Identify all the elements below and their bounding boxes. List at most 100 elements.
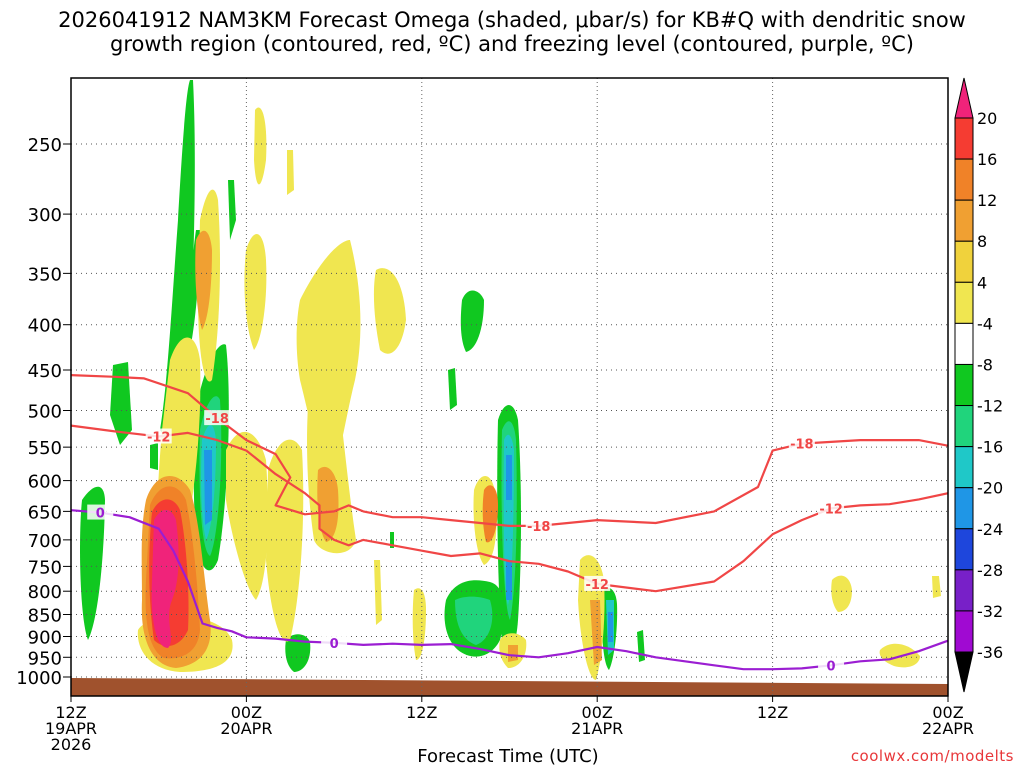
omega-region bbox=[448, 368, 457, 410]
colorbar-label: -20 bbox=[977, 479, 1003, 498]
colorbar-band bbox=[954, 363, 974, 407]
contour-label: -12 bbox=[147, 431, 171, 446]
y-tick-label: 400 bbox=[28, 316, 62, 337]
contour-label-bg bbox=[788, 435, 815, 451]
omega-region bbox=[266, 439, 304, 642]
y-tick-label: 450 bbox=[28, 361, 62, 382]
credit-link[interactable]: coolwx.com/modelts bbox=[850, 747, 1014, 765]
omega-region bbox=[195, 230, 212, 330]
colorbar-label: 16 bbox=[977, 150, 997, 169]
chart-title-line-1: 2026041912 NAM3KM Forecast Omega (shaded… bbox=[58, 8, 966, 32]
colorbar-label: -8 bbox=[977, 355, 993, 374]
x-tick-label: 12Z bbox=[406, 703, 437, 722]
omega-region bbox=[226, 431, 268, 600]
omega-region bbox=[285, 634, 311, 672]
contour-label: -12 bbox=[819, 502, 843, 517]
colorbar-band bbox=[954, 158, 974, 201]
colorbar-band bbox=[954, 240, 974, 283]
y-tick-label: 500 bbox=[28, 402, 62, 423]
y-tick-label: 550 bbox=[28, 438, 62, 459]
omega-region bbox=[151, 509, 179, 648]
colorbar-label: 12 bbox=[977, 191, 997, 210]
colorbar-band bbox=[954, 199, 974, 242]
colorbar-label: -12 bbox=[977, 397, 1003, 416]
omega-region bbox=[831, 575, 852, 612]
contour-label-bg bbox=[525, 517, 552, 533]
contour-label-bg bbox=[321, 634, 348, 650]
colorbar-label: 4 bbox=[977, 273, 987, 292]
colorbar-label: 20 bbox=[977, 109, 997, 128]
colorbar-band bbox=[954, 281, 974, 324]
colorbar-band bbox=[954, 528, 974, 571]
x-tick-label: 2026 bbox=[51, 735, 92, 754]
colorbar-bottom-arrow bbox=[954, 651, 974, 693]
colorbar-band bbox=[954, 117, 974, 160]
colorbar-label: -32 bbox=[977, 602, 1003, 621]
y-tick-label: 850 bbox=[28, 606, 62, 627]
colorbar: 20 16 12 8 4 -4 -8 -12 -16 -20 -24 -28 -32 -36 bbox=[954, 77, 1003, 693]
omega-region bbox=[150, 443, 158, 470]
ground-terrain bbox=[71, 678, 948, 696]
x-tick-label: 22APR bbox=[922, 719, 974, 738]
omega-region bbox=[244, 233, 267, 350]
colorbar-label: 8 bbox=[977, 232, 987, 251]
colorbar-top-arrow bbox=[954, 77, 974, 119]
contour-line bbox=[71, 424, 948, 593]
colorbar-label: -28 bbox=[977, 561, 1003, 580]
omega-region bbox=[482, 485, 498, 543]
omega-region bbox=[412, 588, 426, 660]
omega-region bbox=[506, 455, 512, 600]
contour-label: 0 bbox=[96, 507, 105, 522]
chart-title-line-2: growth region (contoured, red, ºC) and f… bbox=[110, 32, 914, 56]
contour-label: 0 bbox=[827, 659, 836, 674]
omega-region bbox=[80, 486, 105, 640]
x-tick-label: 20APR bbox=[220, 719, 272, 738]
axes: 2503003504004505005506006507007508008509… bbox=[16, 77, 974, 754]
contour-label: -18 bbox=[527, 520, 551, 535]
colorbar-band bbox=[954, 405, 974, 448]
contour-label-bg bbox=[584, 575, 611, 591]
omega-region bbox=[608, 612, 613, 642]
y-tick-label: 700 bbox=[28, 531, 62, 552]
colorbar-band bbox=[954, 569, 974, 612]
colorbar-band bbox=[954, 322, 974, 365]
x-tick-label: 00Z bbox=[582, 703, 613, 722]
omega-region bbox=[374, 560, 382, 625]
contour-label-bg bbox=[145, 428, 172, 444]
colorbar-band bbox=[954, 487, 974, 530]
colorbar-band bbox=[954, 446, 974, 489]
contour-line bbox=[71, 374, 948, 528]
contour-label-bg bbox=[87, 504, 114, 520]
colorbar-label: -36 bbox=[977, 643, 1003, 662]
x-tick-label: 21APR bbox=[571, 719, 623, 738]
y-tick-label: 950 bbox=[28, 648, 62, 669]
x-tick-label: 19APR bbox=[45, 719, 97, 738]
y-tick-label: 650 bbox=[28, 502, 62, 523]
omega-region bbox=[287, 150, 294, 195]
omega-region bbox=[932, 576, 941, 598]
y-tick-label: 1000 bbox=[16, 668, 62, 689]
y-tick-label: 750 bbox=[28, 557, 62, 578]
contour-label-bg bbox=[204, 410, 231, 426]
omega-region bbox=[254, 107, 267, 185]
contour-label: 0 bbox=[330, 637, 339, 652]
omega-region bbox=[373, 268, 406, 354]
omega-region bbox=[455, 596, 493, 645]
omega-region bbox=[460, 290, 484, 352]
x-axis-title: Forecast Time (UTC) bbox=[417, 746, 599, 767]
y-tick-label: 350 bbox=[28, 264, 62, 285]
x-tick-label: 00Z bbox=[231, 703, 262, 722]
colorbar-label: -16 bbox=[977, 438, 1003, 457]
plot-frame bbox=[70, 77, 949, 697]
omega-region bbox=[110, 362, 132, 445]
x-tick-label: 12Z bbox=[757, 703, 788, 722]
contour-label: -18 bbox=[205, 412, 229, 427]
colorbar-label: -4 bbox=[977, 314, 993, 333]
colorbar-label: -24 bbox=[977, 520, 1003, 539]
colorbar-band bbox=[954, 610, 974, 653]
x-tick-label: 12Z bbox=[55, 703, 86, 722]
y-tick-label: 800 bbox=[28, 582, 62, 603]
contour-label: -18 bbox=[790, 438, 814, 453]
y-tick-label: 250 bbox=[28, 135, 62, 156]
